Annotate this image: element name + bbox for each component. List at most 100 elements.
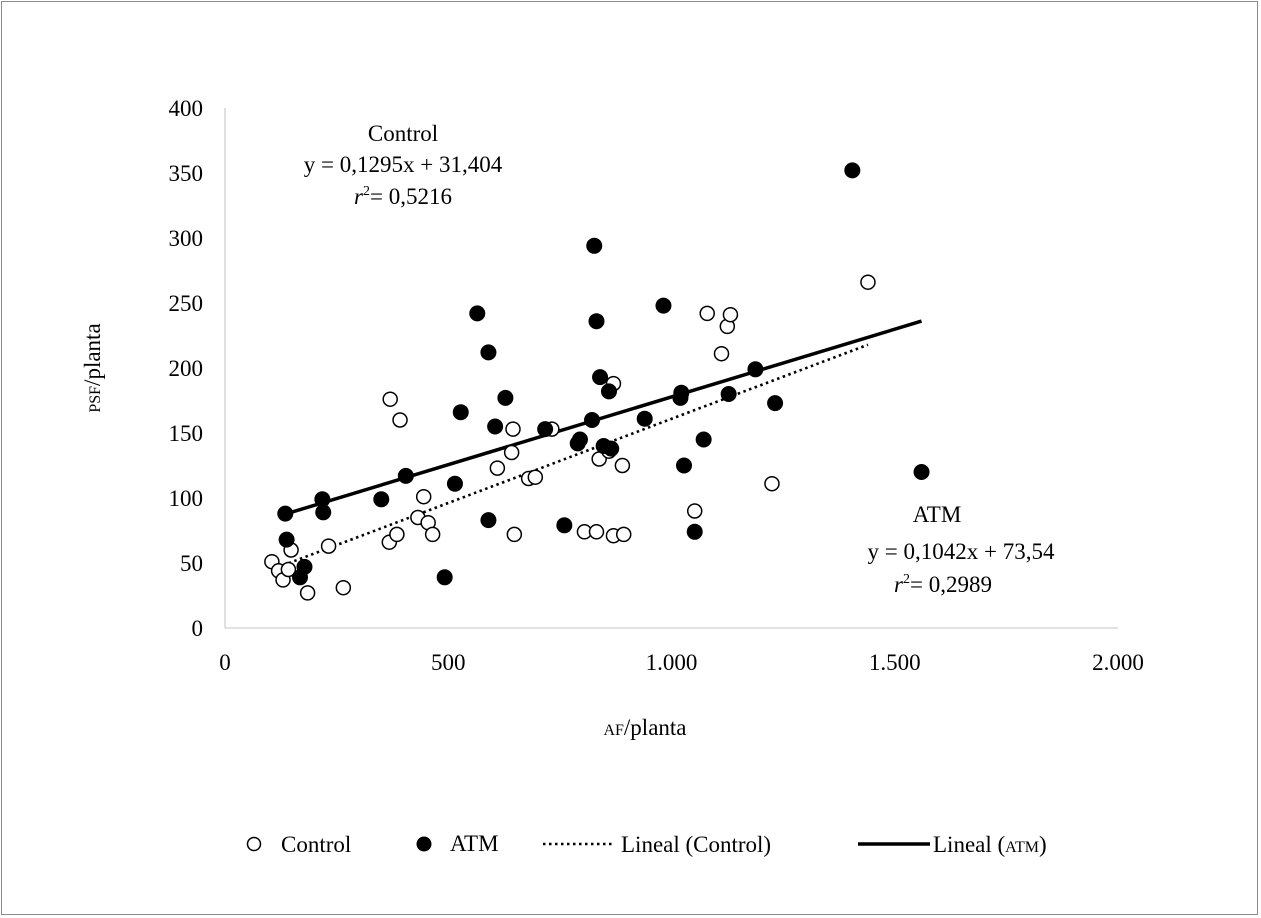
- atm-point: [480, 512, 497, 529]
- atm-point: [497, 389, 514, 406]
- atm-annotation-title: ATM: [913, 502, 962, 527]
- atm-point: [586, 237, 603, 254]
- atm-point: [446, 475, 463, 492]
- atm-point: [767, 395, 784, 412]
- control-annotation-title: Control: [368, 121, 438, 146]
- atm-point: [296, 558, 313, 575]
- legend-item-control: Control: [246, 832, 351, 857]
- y-tick-label: 350: [169, 161, 204, 186]
- y-tick-label: 150: [169, 421, 204, 446]
- atm-point: [844, 162, 861, 179]
- control-point: [764, 475, 780, 492]
- atm-point: [600, 383, 617, 400]
- atm-point: [397, 467, 414, 484]
- legend-label-atm: ATM: [450, 831, 499, 856]
- legend-item-atm: ATM: [416, 831, 499, 856]
- legend-label-control: Control: [281, 832, 351, 857]
- y-tick-label: 100: [169, 486, 204, 511]
- atm-point: [588, 313, 605, 330]
- trendline-atm: [284, 319, 923, 516]
- atm-point: [603, 440, 620, 457]
- atm-point: [584, 412, 601, 428]
- atm-point: [315, 504, 332, 521]
- y-tick-label: 400: [169, 96, 204, 121]
- legend: Control ATM Lineal (Control) Lineal (ATM…: [246, 831, 1047, 857]
- trendline-control: [282, 343, 869, 567]
- atm-r2-sup: 2: [903, 572, 910, 587]
- control-point: [320, 538, 337, 554]
- atm-point: [278, 531, 295, 548]
- control-point: [280, 561, 297, 578]
- control-point: [506, 526, 523, 543]
- atm-point: [452, 404, 469, 421]
- control-point: [505, 421, 521, 437]
- legend-item-lineal-control: Lineal (Control): [543, 832, 771, 857]
- control-point: [588, 524, 605, 540]
- atm-point: [592, 369, 609, 386]
- atm-point: [469, 305, 486, 322]
- control-point: [527, 469, 544, 485]
- control-point: [392, 412, 408, 428]
- legend-label-lineal-atm: Lineal (ATM): [933, 832, 1047, 857]
- legend-label-lineal-atm-suffix: ): [1039, 832, 1047, 857]
- atm-point: [571, 431, 588, 448]
- x-axis-title: AF/planta: [603, 715, 686, 740]
- atm-point: [277, 505, 294, 522]
- control-annotation-r2: r2= 0,5216: [354, 184, 452, 209]
- control-point: [299, 585, 316, 601]
- legend-symbol-control: [246, 836, 262, 852]
- atm-r2-label: r: [894, 572, 904, 597]
- y-tick-labels: 0 50 100 150 200 250 300 350 400: [169, 96, 204, 641]
- x-axis-title-sc: AF: [603, 722, 624, 739]
- y-tick-label: 0: [192, 616, 204, 641]
- control-r2-label: r: [354, 184, 364, 209]
- series-atm-points: [277, 162, 930, 586]
- atm-annotation-r2: r2= 0,2989: [894, 572, 992, 597]
- control-point: [686, 503, 703, 519]
- control-point: [424, 526, 441, 543]
- atm-point: [655, 297, 672, 314]
- control-point: [860, 274, 876, 290]
- y-tick-label: 250: [169, 291, 204, 316]
- control-annotation-equation: y = 0,1295x + 31,404: [304, 152, 503, 177]
- control-point: [382, 391, 398, 407]
- atm-point: [314, 491, 331, 508]
- atm-point: [695, 431, 712, 448]
- control-point: [415, 488, 432, 505]
- y-axis-title-rest: /planta: [80, 323, 105, 386]
- atm-point: [480, 344, 497, 361]
- legend-label-lineal-atm-sc: ATM: [1005, 839, 1039, 856]
- atm-point: [673, 384, 690, 401]
- legend-item-lineal-atm: Lineal (ATM): [858, 832, 1047, 857]
- control-r2-value: = 0,5216: [370, 184, 452, 209]
- x-tick-label: 2.000: [1092, 650, 1144, 675]
- atm-point: [676, 457, 693, 474]
- y-axis-title: PSF/planta: [80, 323, 105, 412]
- control-r2-sup: 2: [363, 184, 370, 199]
- control-point: [713, 345, 730, 362]
- atm-point: [913, 464, 930, 480]
- x-tick-label: 500: [431, 650, 466, 675]
- atm-annotation-equation: y = 0,1042x + 73,54: [868, 539, 1055, 564]
- atm-point: [556, 517, 573, 534]
- control-point: [503, 444, 520, 461]
- x-tick-label: 1.500: [869, 650, 921, 675]
- series-control-points: [264, 274, 876, 601]
- legend-label-lineal-control: Lineal (Control): [621, 832, 771, 857]
- x-axis-title-rest: /planta: [624, 715, 687, 740]
- control-point: [489, 460, 506, 476]
- atm-point: [747, 361, 764, 378]
- y-tick-label: 300: [169, 226, 204, 251]
- control-point: [722, 306, 739, 323]
- atm-point: [373, 491, 390, 508]
- atm-point: [720, 386, 737, 402]
- control-point: [615, 526, 632, 543]
- atm-point: [686, 523, 703, 540]
- x-tick-label: 0: [219, 650, 231, 675]
- atm-point: [636, 410, 653, 427]
- legend-symbol-atm: [416, 836, 432, 852]
- control-point: [335, 579, 352, 596]
- control-point: [614, 457, 631, 474]
